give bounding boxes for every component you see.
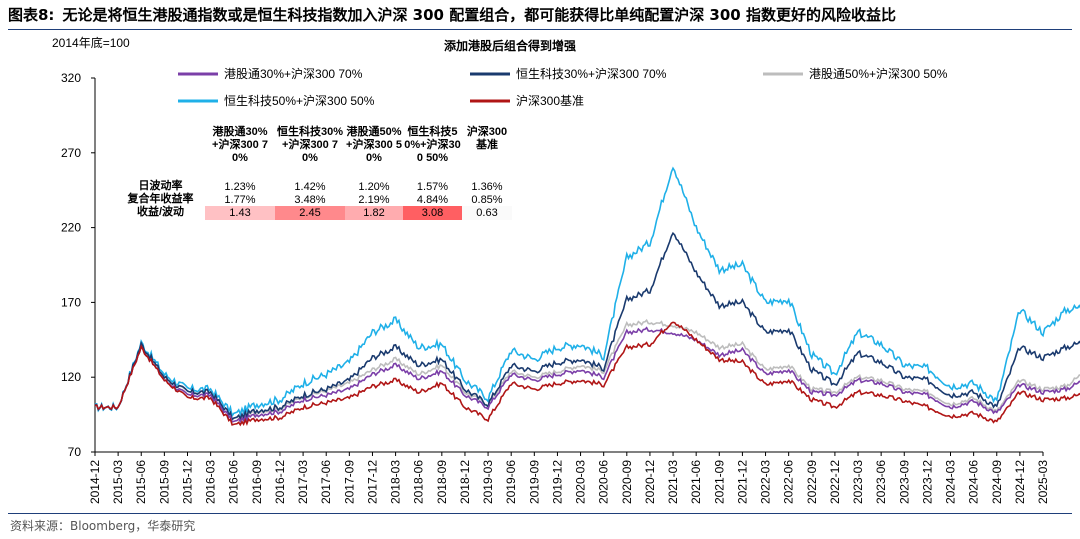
- legend-label-hstech50: 恒生科技50%+沪深300 50%: [224, 94, 375, 108]
- x-tick-label: 2022-06: [782, 460, 796, 504]
- legend-label-hstech30: 恒生科技30%+沪深300 70%: [516, 67, 667, 81]
- legend-label-csi300: 沪深300基准: [516, 94, 584, 108]
- y-tick-label: 120: [61, 370, 81, 384]
- y-tick-label: 320: [61, 71, 81, 85]
- x-tick-label: 2016-03: [204, 460, 218, 504]
- x-tick-label: 2020-12: [643, 460, 657, 504]
- x-tick-label: 2021-09: [712, 460, 726, 504]
- x-tick-label: 2018-12: [458, 460, 472, 504]
- x-tick-label: 2015-09: [157, 460, 171, 504]
- x-tick-label: 2019-09: [527, 460, 541, 504]
- x-tick-label: 2016-12: [273, 460, 287, 504]
- x-tick-label: 2018-06: [412, 460, 426, 504]
- source-note: 资料来源：Bloomberg，华泰研究: [10, 519, 196, 533]
- x-tick-label: 2020-09: [620, 460, 634, 504]
- x-tick-label: 2020-06: [597, 460, 611, 504]
- x-tick-label: 2021-06: [689, 460, 703, 504]
- figure-label: 图表8:: [8, 6, 55, 24]
- x-tick-label: 2017-03: [296, 460, 310, 504]
- x-tick-label: 2015-06: [134, 460, 148, 504]
- x-tick-label: 2021-12: [735, 460, 749, 504]
- x-tick-label: 2018-03: [389, 460, 403, 504]
- x-tick-label: 2019-03: [481, 460, 495, 504]
- x-tick-label: 2015-12: [180, 460, 194, 504]
- legend-label-hk50: 港股通50%+沪深300 50%: [809, 67, 948, 81]
- x-tick-label: 2021-03: [666, 460, 680, 504]
- x-tick-label: 2019-12: [550, 460, 564, 504]
- x-tick-label: 2024-03: [944, 460, 958, 504]
- figure-title-text: 无论是将恒生港股通指数或是恒生科技指数加入沪深 300 配置组合，都可能获得比单…: [62, 6, 896, 24]
- y-tick-label: 170: [61, 295, 81, 309]
- y-tick-label: 70: [68, 445, 82, 459]
- series-line-csi300: [94, 321, 1080, 427]
- x-tick-label: 2022-12: [828, 460, 842, 504]
- legend-label-hk30: 港股通30%+沪深300 70%: [224, 67, 363, 81]
- x-tick-label: 2023-06: [874, 460, 888, 504]
- x-tick-label: 2023-12: [920, 460, 934, 504]
- x-tick-label: 2023-03: [851, 460, 865, 504]
- top-rule: [8, 29, 1072, 30]
- x-tick-label: 2016-09: [250, 460, 264, 504]
- x-tick-label: 2017-06: [319, 460, 333, 504]
- x-tick-label: 2018-09: [435, 460, 449, 504]
- x-tick-label: 2024-12: [1013, 460, 1027, 504]
- bottom-rule: [8, 513, 1072, 514]
- series-line-hstech30: [94, 231, 1080, 421]
- x-tick-label: 2017-09: [342, 460, 356, 504]
- series-line-hk30: [94, 326, 1080, 423]
- x-tick-label: 2024-09: [990, 460, 1004, 504]
- x-tick-label: 2024-06: [967, 460, 981, 504]
- x-tick-label: 2016-06: [227, 460, 241, 504]
- x-tick-label: 2015-03: [111, 460, 125, 504]
- x-tick-label: 2022-09: [805, 460, 819, 504]
- y-tick-label: 220: [61, 221, 81, 235]
- x-tick-label: 2022-03: [759, 460, 773, 504]
- x-tick-label: 2023-09: [897, 460, 911, 504]
- x-tick-label: 2017-12: [365, 460, 379, 504]
- y-tick-label: 270: [61, 146, 81, 160]
- series-line-hk50: [94, 318, 1080, 420]
- base-note: 2014年底=100: [52, 35, 130, 50]
- chart-title: 添加港股后组合得到增强: [444, 38, 576, 53]
- x-tick-label: 2025-03: [1036, 460, 1050, 504]
- figure-title: 图表8: 无论是将恒生港股通指数或是恒生科技指数加入沪深 300 配置组合，都可能…: [8, 4, 896, 25]
- series-line-hstech50: [94, 166, 1080, 419]
- x-tick-label: 2014-12: [88, 460, 102, 504]
- x-tick-label: 2019-06: [504, 460, 518, 504]
- x-tick-label: 2020-03: [574, 460, 588, 504]
